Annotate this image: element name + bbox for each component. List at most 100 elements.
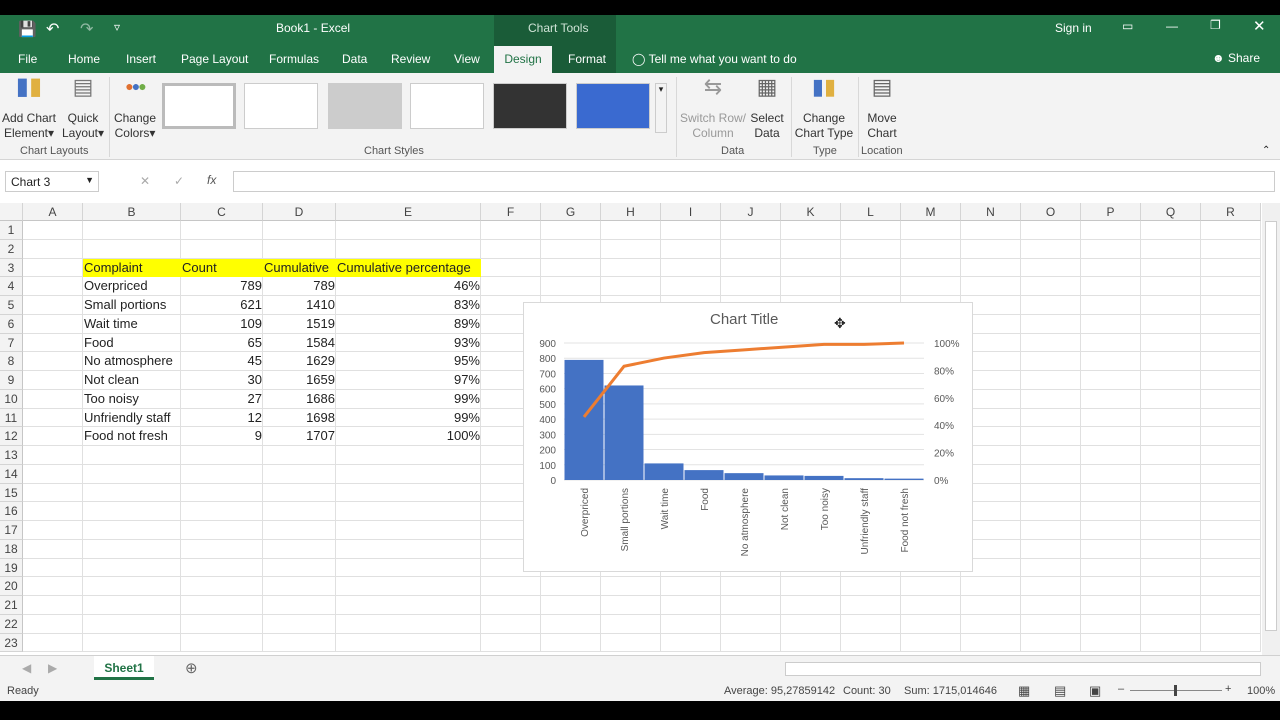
cell[interactable] [1141,221,1201,240]
undo-icon[interactable]: ↶ [46,21,60,38]
cell[interactable] [1081,521,1141,540]
cell[interactable] [661,277,721,296]
cell[interactable] [961,408,1021,428]
cell[interactable] [1201,446,1261,465]
table-cell[interactable]: 46% [453,278,480,294]
chart-style-6[interactable] [576,83,650,129]
cell[interactable] [661,614,721,634]
cell[interactable] [1021,539,1081,559]
chart-title[interactable]: Chart Title [710,311,779,328]
insert-function-icon[interactable]: fx [207,173,217,187]
cell[interactable] [901,614,961,634]
cell[interactable] [481,277,541,296]
zoom-level[interactable]: 100% [1247,685,1276,697]
switch-row-column-button[interactable]: ⇆ Switch Row/Column [680,76,746,141]
cell[interactable] [1081,427,1141,446]
cell[interactable] [263,614,336,634]
row-header-5[interactable]: 5 [0,296,23,315]
row-header-3[interactable]: 3 [0,258,23,278]
cell[interactable] [1081,314,1141,334]
cell[interactable] [601,614,661,634]
cell[interactable] [1201,408,1261,428]
cell[interactable] [961,614,1021,634]
cell[interactable] [661,633,721,653]
cell[interactable] [781,577,841,596]
cell[interactable] [23,333,83,353]
cell[interactable] [481,614,541,634]
formula-input[interactable] [233,171,1275,192]
row-header-17[interactable]: 17 [0,521,23,540]
collapse-ribbon-icon[interactable]: ⌃ [1262,145,1271,156]
cell[interactable] [661,239,721,259]
table-cell[interactable]: 83% [453,297,480,312]
cell[interactable] [1021,614,1081,634]
cell[interactable] [1081,408,1141,428]
table-cell[interactable]: 93% [453,334,480,350]
cell[interactable] [83,427,181,446]
cell[interactable] [1141,352,1201,371]
cell[interactable] [1021,296,1081,315]
cell[interactable] [601,277,661,296]
cell[interactable] [1081,389,1141,409]
cell[interactable] [1081,446,1141,465]
cell[interactable] [541,221,601,240]
cell[interactable] [1201,352,1261,371]
cell[interactable] [181,502,263,521]
cell[interactable] [1141,258,1201,278]
cell[interactable] [181,558,263,578]
cell[interactable] [781,221,841,240]
cell[interactable] [901,221,961,240]
cell[interactable] [541,577,601,596]
cell[interactable] [601,633,661,653]
cell[interactable] [23,539,83,559]
cell[interactable] [83,352,181,371]
tab-page-layout[interactable]: Page Layout [181,52,249,66]
cell[interactable] [1141,521,1201,540]
cell[interactable] [961,539,1021,559]
cell[interactable] [961,258,1021,278]
cell[interactable] [263,333,336,353]
cell[interactable] [23,577,83,596]
cell[interactable] [961,427,1021,446]
cell[interactable] [781,239,841,259]
row-header-14[interactable]: 14 [0,464,23,484]
tab-home[interactable]: Home [68,52,101,66]
cell[interactable] [1081,539,1141,559]
cell[interactable] [661,577,721,596]
table-cell[interactable]: 1584 [306,334,335,350]
row-header-22[interactable]: 22 [0,614,23,634]
cell[interactable] [181,221,263,240]
page-break-view-icon[interactable]: ▣ [1089,683,1102,698]
cell[interactable] [23,408,83,428]
cell[interactable] [1021,314,1081,334]
table-cell[interactable]: 95% [453,353,480,369]
table-cell[interactable]: Overpriced [84,278,148,294]
cell[interactable] [181,446,263,465]
cell[interactable] [1201,464,1261,484]
cell[interactable] [83,502,181,521]
table-cell[interactable]: 99% [453,390,480,406]
cell[interactable] [961,296,1021,315]
table-cell[interactable]: 65 [247,334,262,350]
tab-format[interactable]: Format [568,52,607,66]
cancel-icon[interactable]: ✕ [140,174,151,188]
cell[interactable] [1021,633,1081,653]
cell[interactable] [181,539,263,559]
enter-icon[interactable]: ✓ [174,174,185,188]
row-header-4[interactable]: 4 [0,277,23,296]
cell[interactable] [181,464,263,484]
next-sheet-icon[interactable]: ▶ [48,661,58,675]
cell[interactable] [721,277,781,296]
column-header-C[interactable]: C [181,203,263,221]
cell[interactable] [181,427,263,446]
cell[interactable] [336,314,481,334]
cell[interactable] [1141,277,1201,296]
table-cell[interactable]: 100% [446,428,480,444]
cell[interactable] [181,314,263,334]
cell[interactable] [1021,427,1081,446]
cell[interactable] [23,314,83,334]
cell[interactable] [1081,483,1141,503]
cell[interactable] [263,352,336,371]
cell[interactable] [336,221,481,240]
row-header-9[interactable]: 9 [0,371,23,390]
